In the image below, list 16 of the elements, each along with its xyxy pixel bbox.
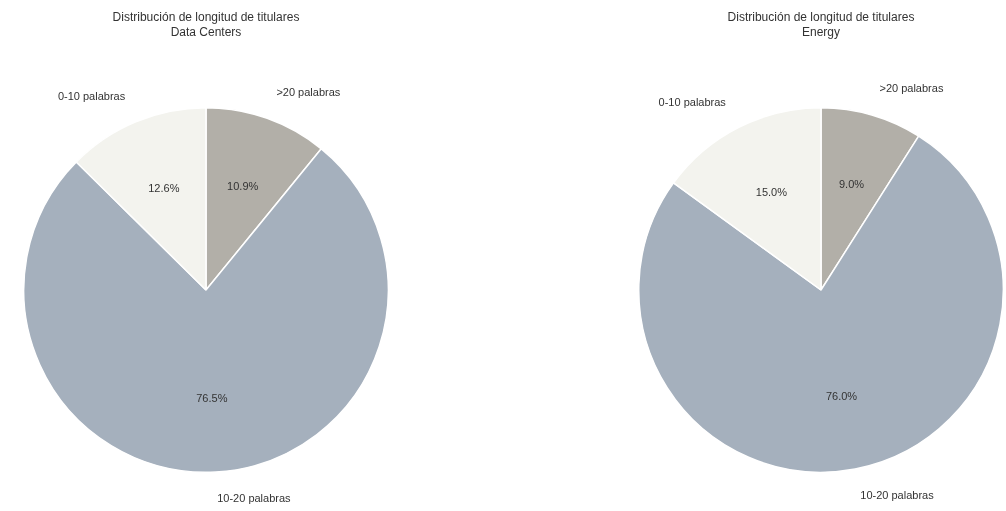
data-label: 12.6% xyxy=(148,182,180,195)
chart-subtitle: Energy xyxy=(801,25,841,40)
chart-title: Distribución de longitud de titulares xyxy=(727,10,915,25)
data-label: 76.5% xyxy=(196,392,228,405)
slice-label: 10-20 palabras xyxy=(860,488,935,501)
data-label: 10.9% xyxy=(227,180,259,193)
data-label: 15.0% xyxy=(755,185,788,198)
slice-label: 0-10 palabras xyxy=(658,96,727,109)
slice-label: 10-20 palabras xyxy=(217,492,292,505)
slice-label: >20 palabras xyxy=(276,85,341,98)
chart-subtitle: Data Centers xyxy=(170,25,242,40)
data-label: 9.0% xyxy=(838,178,865,191)
data-label: 76.0% xyxy=(825,390,858,403)
chart-title: Distribución de longitud de titulares xyxy=(112,10,300,25)
slice-label: >20 palabras xyxy=(879,81,944,94)
slice-label: 0-10 palabras xyxy=(57,89,126,102)
